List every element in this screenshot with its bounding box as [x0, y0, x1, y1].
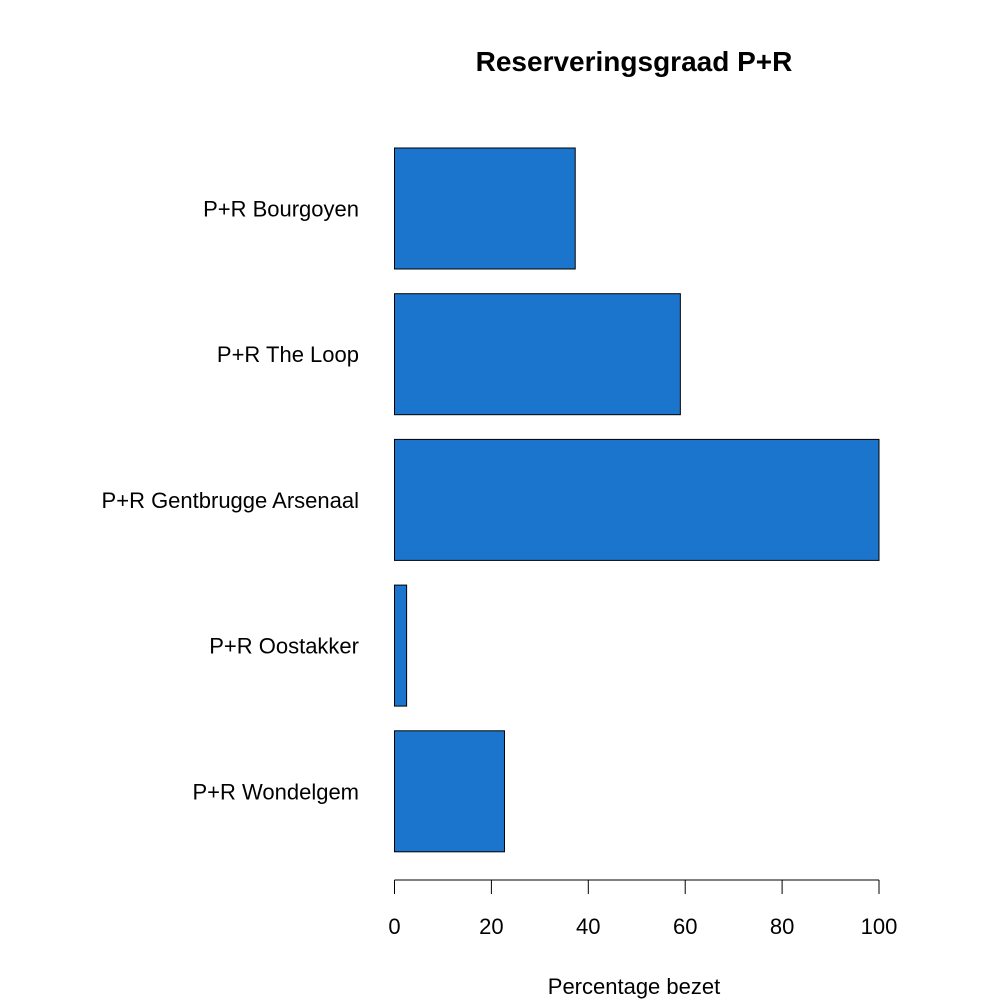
- bars-group: [394, 147, 880, 853]
- category-label-1: P+R The Loop: [217, 342, 359, 367]
- chart-title: Reserveringsgraad P+R: [476, 46, 793, 77]
- x-tick-label-5: 100: [861, 914, 898, 939]
- bar-0: [394, 147, 576, 270]
- bar-4: [394, 730, 505, 853]
- x-tick-label-1: 20: [479, 914, 503, 939]
- x-tick-label-3: 60: [673, 914, 697, 939]
- x-tick-label-2: 40: [576, 914, 600, 939]
- x-ticks-group: 0 20 40 60 80 100: [388, 880, 897, 939]
- bar-3: [394, 584, 408, 707]
- category-label-0: P+R Bourgoyen: [203, 197, 359, 222]
- x-axis-label: Percentage bezet: [548, 974, 720, 999]
- category-label-4: P+R Wondelgem: [192, 779, 359, 804]
- category-label-2: P+R Gentbrugge Arsenaal: [102, 488, 359, 513]
- x-tick-label-4: 80: [770, 914, 794, 939]
- category-labels-group: P+R Bourgoyen P+R The Loop P+R Gentbrugge …: [102, 197, 359, 805]
- bar-1: [394, 293, 681, 416]
- x-tick-label-0: 0: [388, 914, 400, 939]
- bar-2: [394, 438, 880, 561]
- category-label-3: P+R Oostakker: [209, 634, 359, 659]
